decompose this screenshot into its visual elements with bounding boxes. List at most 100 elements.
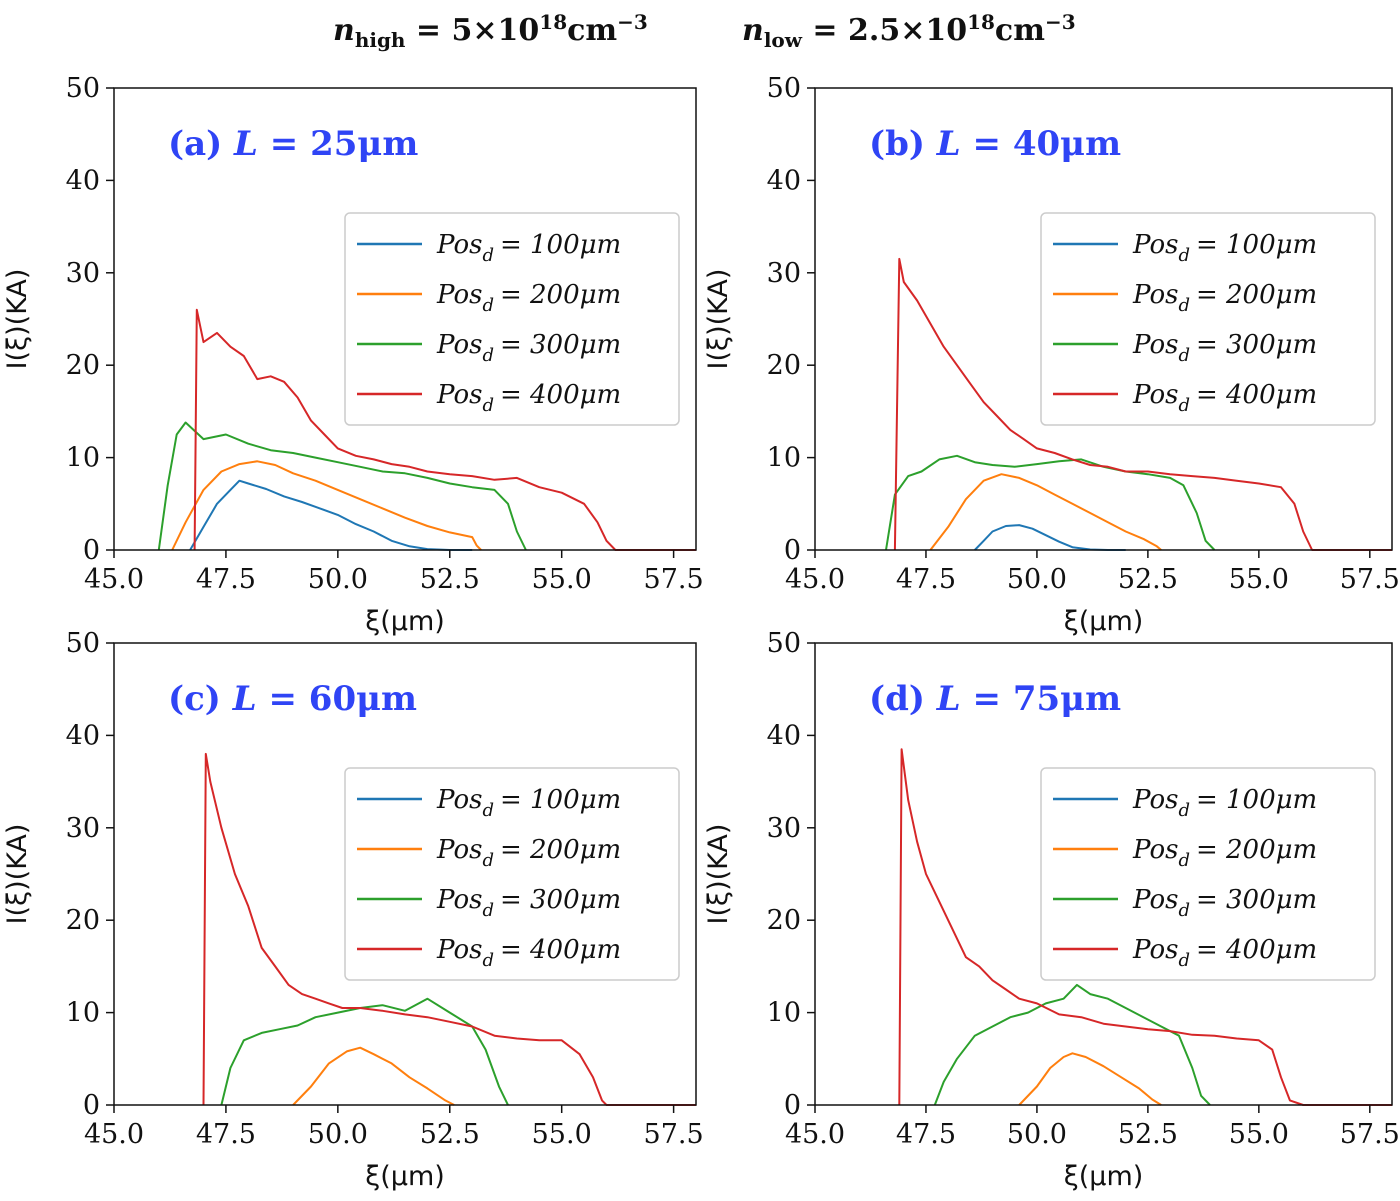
n-high-exponent: 18 (539, 10, 568, 34)
panel-title: (d) L = 75μm (869, 679, 1121, 719)
panel-b: 45.0 47.5 50.0 52.5 55.0 57.5 0 10 20 30 40 50 ξ(μm)… (703, 73, 1400, 637)
series-line-100um (189, 479, 473, 551)
x-tick-label: 57.5 (1340, 564, 1400, 595)
x-tick-label: 45.0 (84, 1119, 144, 1150)
x-axis-label: ξ(μm) (1064, 606, 1144, 637)
x-tick-label: 50.0 (308, 564, 368, 595)
x-tick-label: 55.0 (1229, 564, 1289, 595)
y-tick-label: 10 (767, 998, 801, 1029)
x-tick-label: 52.5 (1118, 1119, 1178, 1150)
series-line-300um (885, 454, 1216, 551)
y-tick-label: 10 (66, 998, 100, 1029)
y-tick-label: 0 (784, 1090, 801, 1121)
y-tick-label: 20 (767, 905, 801, 936)
legend-entry: Posd = 300μm (436, 885, 621, 921)
n-high-equation: nhigh = 5×1018cm−3 (333, 10, 648, 52)
legend-entry: Posd = 400μm (1132, 380, 1317, 416)
x-tick-label: 57.5 (644, 1119, 704, 1150)
x-tick-label: 55.0 (532, 1119, 592, 1150)
n-low-exponent: 18 (967, 10, 995, 34)
y-tick-label: 40 (767, 165, 801, 196)
series-line-400um (193, 308, 696, 551)
legend-box (1040, 212, 1376, 426)
x-axis-label: ξ(μm) (365, 1161, 445, 1192)
legend-box (1040, 767, 1376, 981)
legend-entry: Posd = 200μm (436, 835, 621, 871)
legend-box (344, 212, 680, 426)
plot-frame (113, 87, 697, 551)
panel-a: 45.0 47.5 50.0 52.5 55.0 57.5 0 10 20 30 40 50 ξ(μm)… (2, 73, 704, 637)
series-line-400um (202, 752, 696, 1106)
series-line-300um (933, 983, 1211, 1106)
series-line-400um (898, 748, 1392, 1106)
figure-header: nhigh = 5×1018cm−3 nlow = 2.5×1018cm−3 (0, 4, 1400, 60)
y-tick-label: 10 (767, 443, 801, 474)
series-line-200um (1018, 1052, 1162, 1106)
x-tick-label: 45.0 (785, 1119, 845, 1150)
y-tick-label: 50 (66, 73, 100, 104)
panel-title: (a) L = 25μm (168, 124, 418, 164)
x-tick-label: 47.5 (896, 1119, 956, 1150)
y-tick-label: 30 (767, 813, 801, 844)
x-tick-label: 47.5 (196, 564, 256, 595)
n-low-equation: nlow = 2.5×1018cm−3 (742, 10, 1076, 52)
x-tick-label: 47.5 (896, 564, 956, 595)
n-high-symbol: n (333, 13, 355, 48)
series-line-400um (893, 257, 1392, 551)
x-tick-label: 50.0 (1007, 1119, 1067, 1150)
y-tick-label: 20 (66, 905, 100, 936)
x-tick-label: 50.0 (308, 1119, 368, 1150)
panel-c: 45.0 47.5 50.0 52.5 55.0 57.5 0 10 20 30 40 50 ξ(μm)… (2, 628, 704, 1192)
n-low-unit: cm (994, 13, 1045, 48)
y-tick-label: 40 (66, 165, 100, 196)
series-line-100um (974, 524, 1126, 551)
x-tick-label: 52.5 (420, 564, 480, 595)
y-tick-label: 0 (784, 535, 801, 566)
x-tick-label: 45.0 (84, 564, 144, 595)
series-line-200um (171, 460, 482, 551)
y-tick-label: 10 (66, 443, 100, 474)
n-low-symbol: n (742, 13, 764, 48)
x-tick-label: 55.0 (532, 564, 592, 595)
plot-frame (814, 87, 1393, 551)
x-tick-label: 47.5 (196, 1119, 256, 1150)
y-tick-label: 20 (66, 350, 100, 381)
legend: Posd = 100μm Posd = 200μm Posd = 300μm Posd = 4… (344, 212, 680, 426)
legend-entry: Posd = 300μm (436, 330, 621, 366)
x-tick-label: 57.5 (644, 564, 704, 595)
y-tick-label: 30 (767, 258, 801, 289)
plot-frame (113, 642, 697, 1106)
n-low-value: 2.5×10 (848, 13, 968, 48)
plot-frame (814, 642, 1393, 1106)
panel-title: (c) L = 60μm (168, 679, 417, 719)
y-tick-label: 50 (767, 628, 801, 659)
y-axis-label: I(ξ)(KA) (2, 824, 33, 925)
n-low-subscript: low (763, 28, 802, 52)
series-line-300um (220, 997, 509, 1106)
legend-entry: Posd = 100μm (436, 230, 621, 266)
x-tick-label: 52.5 (1118, 564, 1178, 595)
panel-title: (b) L = 40μm (869, 124, 1121, 164)
series-line-300um (157, 421, 527, 551)
y-tick-label: 50 (767, 73, 801, 104)
legend: Posd = 100μm Posd = 200μm Posd = 300μm Posd = 4… (1040, 767, 1376, 981)
y-axis-label: I(ξ)(KA) (703, 269, 734, 370)
legend-entry: Posd = 100μm (436, 785, 621, 821)
legend-entry: Posd = 400μm (1132, 935, 1317, 971)
n-low-unit-exponent: −3 (1044, 10, 1076, 34)
y-tick-label: 40 (767, 720, 801, 751)
n-high-value: 5×10 (451, 13, 540, 48)
x-axis-label: ξ(μm) (365, 606, 445, 637)
legend-box (344, 767, 680, 981)
x-tick-label: 45.0 (785, 564, 845, 595)
series-line-200um (292, 1046, 455, 1106)
n-high-unit-exponent: −3 (617, 10, 648, 34)
y-tick-label: 20 (767, 350, 801, 381)
legend: Posd = 100μm Posd = 200μm Posd = 300μm Posd = 4… (344, 767, 680, 981)
y-tick-label: 30 (66, 258, 100, 289)
y-tick-label: 0 (83, 535, 100, 566)
y-tick-label: 40 (66, 720, 100, 751)
y-tick-label: 30 (66, 813, 100, 844)
legend-entry: Posd = 300μm (1132, 330, 1317, 366)
